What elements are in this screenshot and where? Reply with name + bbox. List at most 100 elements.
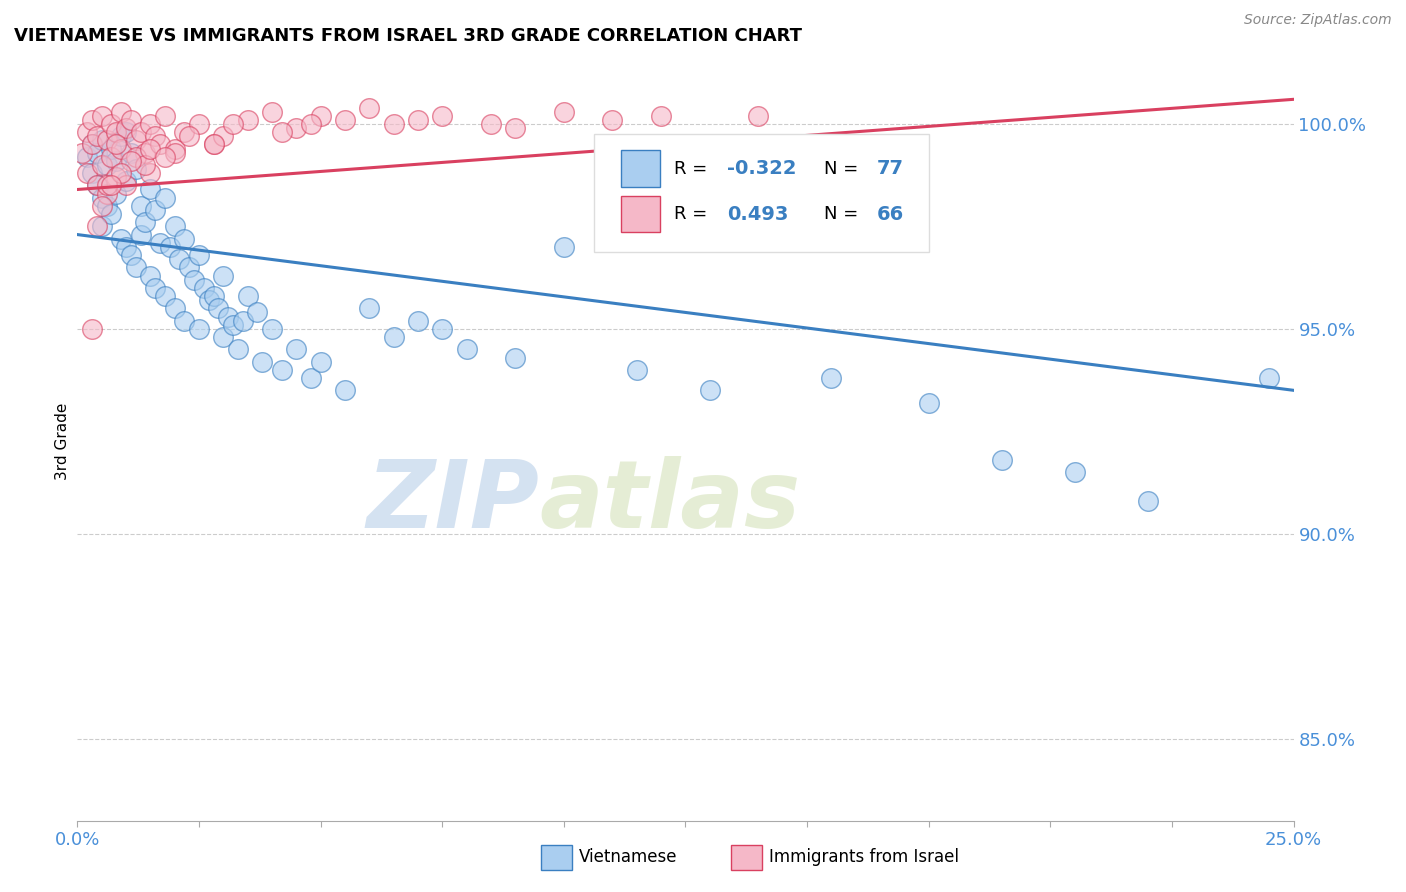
Point: [125, 161, 148, 176]
Point: [129, 199, 152, 213]
Point: [699, 384, 721, 398]
Point: [479, 117, 502, 131]
Text: N =: N =: [824, 160, 865, 178]
FancyBboxPatch shape: [595, 135, 929, 252]
Text: R =: R =: [675, 205, 713, 223]
Point: [90, 199, 112, 213]
Point: [86, 178, 108, 193]
Point: [309, 354, 332, 368]
Point: [626, 363, 648, 377]
Point: [202, 137, 225, 152]
Point: [222, 318, 245, 332]
Point: [96, 199, 118, 213]
Point: [747, 109, 769, 123]
Point: [406, 313, 429, 327]
Text: Vietnamese: Vietnamese: [579, 848, 678, 866]
Bar: [621, 151, 659, 186]
Point: [820, 371, 842, 385]
Point: [163, 145, 186, 160]
Point: [173, 232, 195, 246]
Point: [285, 121, 308, 136]
Point: [553, 240, 575, 254]
Point: [76, 150, 98, 164]
Point: [149, 235, 172, 250]
Point: [139, 182, 162, 196]
Point: [96, 186, 118, 201]
Point: [80, 166, 103, 180]
Text: N =: N =: [824, 205, 865, 223]
Bar: [621, 196, 659, 232]
Point: [110, 166, 132, 180]
Point: [76, 166, 98, 180]
Point: [382, 330, 405, 344]
Point: [149, 137, 172, 152]
Point: [197, 293, 219, 307]
Point: [1258, 371, 1281, 385]
Point: [143, 202, 166, 217]
Point: [80, 322, 103, 336]
Point: [602, 112, 624, 127]
Point: [299, 371, 322, 385]
Point: [406, 112, 429, 127]
Point: [212, 330, 235, 344]
Point: [183, 273, 205, 287]
Text: atlas: atlas: [540, 456, 801, 549]
Text: 66: 66: [876, 204, 904, 224]
Point: [115, 174, 138, 188]
Point: [105, 125, 128, 139]
Point: [90, 191, 112, 205]
Point: [105, 137, 128, 152]
Point: [202, 137, 225, 152]
Point: [503, 121, 526, 136]
Point: [100, 178, 122, 193]
Point: [212, 268, 235, 283]
Point: [299, 117, 322, 131]
Point: [232, 313, 254, 327]
Point: [120, 248, 142, 262]
Point: [236, 112, 259, 127]
Point: [70, 145, 93, 160]
Point: [105, 153, 128, 168]
Point: [456, 343, 478, 357]
Point: [86, 219, 108, 234]
Point: [188, 248, 211, 262]
Point: [430, 322, 453, 336]
Point: [134, 158, 156, 172]
Point: [110, 232, 132, 246]
Point: [143, 281, 166, 295]
Point: [260, 322, 283, 336]
Point: [105, 170, 128, 185]
Point: [110, 129, 132, 144]
Point: [650, 109, 672, 123]
Text: Source: ZipAtlas.com: Source: ZipAtlas.com: [1244, 13, 1392, 28]
Point: [90, 133, 112, 147]
Point: [115, 178, 138, 193]
Point: [110, 104, 132, 119]
Point: [115, 125, 138, 139]
Point: [163, 141, 186, 155]
Point: [153, 109, 176, 123]
Point: [90, 158, 112, 172]
Point: [120, 145, 142, 160]
Point: [1063, 465, 1085, 479]
Point: [382, 117, 405, 131]
Point: [309, 109, 332, 123]
Point: [236, 289, 259, 303]
Point: [173, 313, 195, 327]
Text: Immigrants from Israel: Immigrants from Israel: [769, 848, 959, 866]
Point: [86, 145, 108, 160]
Point: [359, 301, 381, 316]
Point: [134, 215, 156, 229]
Point: [270, 125, 292, 139]
Point: [86, 178, 108, 193]
Point: [217, 310, 239, 324]
Point: [222, 117, 245, 131]
Point: [173, 125, 195, 139]
Point: [202, 289, 225, 303]
Point: [246, 305, 269, 319]
Point: [207, 301, 229, 316]
Point: [188, 117, 211, 131]
Point: [100, 207, 122, 221]
Text: VIETNAMESE VS IMMIGRANTS FROM ISRAEL 3RD GRADE CORRELATION CHART: VIETNAMESE VS IMMIGRANTS FROM ISRAEL 3RD…: [14, 27, 801, 45]
Point: [990, 453, 1012, 467]
